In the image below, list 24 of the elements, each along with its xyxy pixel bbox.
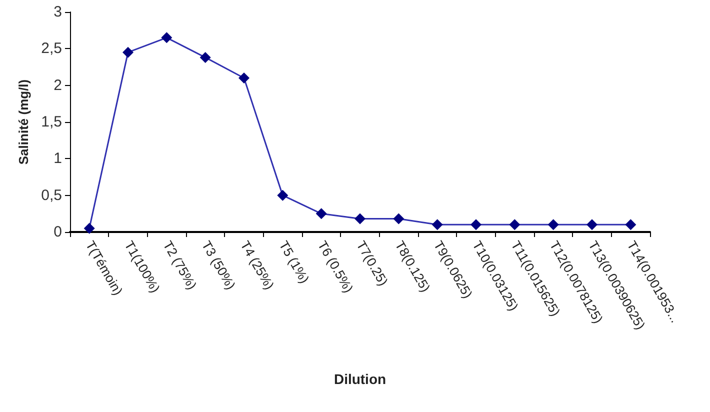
point [122,46,134,58]
point [277,190,288,201]
point [238,72,250,84]
y-tick-label: 0,5 [41,186,62,204]
point [354,213,366,224]
x-axis-title: Dilution [334,371,386,387]
point [200,52,211,63]
y-axis-title: Salinité (mg/l) [16,79,31,165]
point [393,213,404,224]
point [548,219,559,230]
y-tick-label: 1,5 [41,114,62,130]
y-tick-label: 1 [54,150,62,168]
point [625,219,636,230]
point [586,219,598,230]
point [316,208,327,220]
y-tick-label: 2 [54,76,62,94]
y-tick-label: 0 [54,224,62,240]
point [84,222,95,234]
y-tick-label: 3 [54,4,62,20]
point [470,219,482,230]
point [432,219,443,230]
y-tick-label: 2,5 [41,40,62,58]
point [509,219,520,230]
point [161,32,172,44]
